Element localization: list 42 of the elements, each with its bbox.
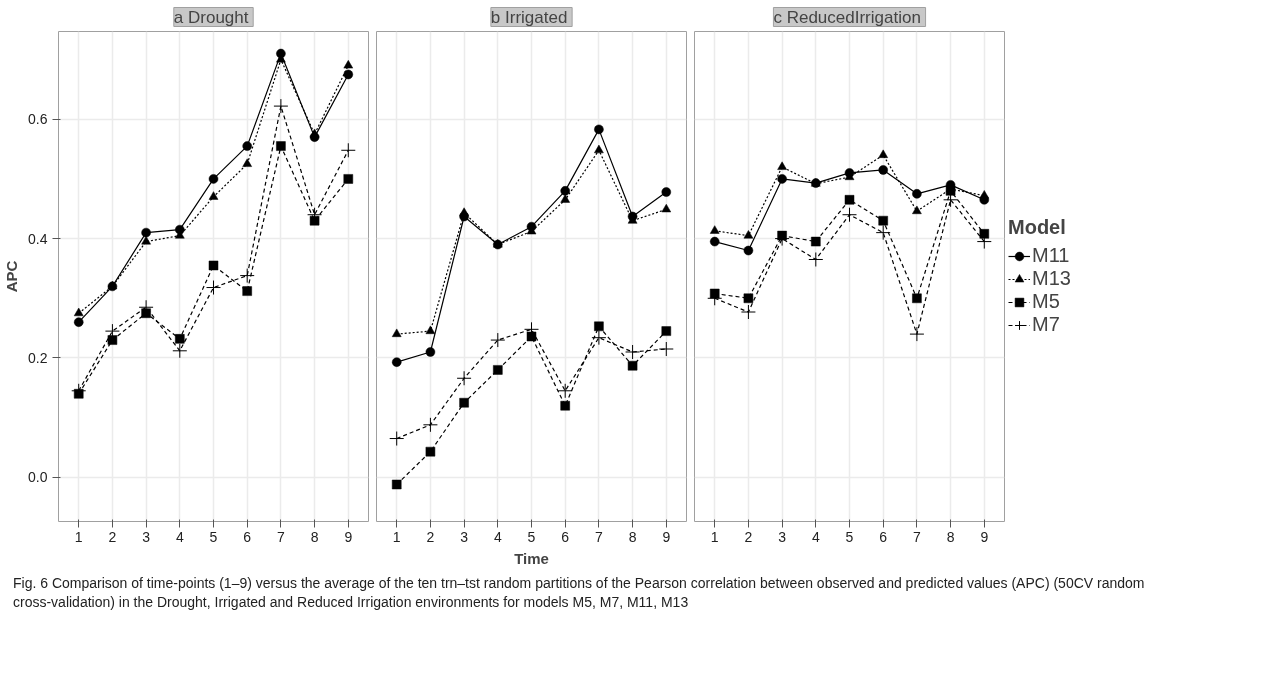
y-tick-label: 0.2 (28, 349, 48, 366)
x-tick-label: 7 (595, 528, 603, 545)
x-tick-label: 7 (913, 528, 921, 545)
x-tick-label: 5 (209, 528, 218, 545)
legend-title: Model (1008, 216, 1067, 239)
legend-label: M5 (1032, 290, 1060, 313)
chart-title: b Irrigated (490, 7, 568, 27)
x-tick-label: 9 (980, 528, 989, 545)
y-tick-label: 0.6 (28, 111, 48, 128)
legend-label: M7 (1032, 313, 1060, 336)
x-tick-label: 1 (710, 528, 719, 545)
x-tick-label: 3 (460, 528, 469, 545)
x-tick-label: 9 (662, 528, 671, 545)
legend-label: M11 (1032, 244, 1070, 267)
x-tick-label: 6 (243, 528, 252, 545)
x-tick-label: 8 (310, 528, 319, 545)
x-tick-label: 4 (175, 528, 184, 545)
chart-title: a Drought (173, 7, 249, 27)
x-tick-label: 4 (493, 528, 502, 545)
chart-title: c ReducedIrrigation (773, 7, 921, 27)
x-tick-label: 2 (744, 528, 753, 545)
y-tick-label: 0.0 (28, 469, 48, 486)
x-tick-label: 3 (778, 528, 787, 545)
x-tick-label: 1 (74, 528, 83, 545)
legend-label: M13 (1032, 267, 1071, 290)
x-tick-label: 6 (879, 528, 888, 545)
x-tick-label: 5 (845, 528, 854, 545)
x-tick-label: 4 (811, 528, 820, 545)
x-axis-title: Time (514, 549, 549, 567)
x-tick-label: 5 (527, 528, 536, 545)
x-tick-label: 2 (108, 528, 117, 545)
caption: Fig. 6 Comparison of time-points (1–9) versus the average of the ten trn–tst random partitions of the Pearson correlation between observed and predicted values (APC) (50CV random cross-validation) in the Drought, Irrigated and Reduced Irrigation environments for models M5, M7, M11, M13 (13, 574, 1146, 612)
x-tick-label: 6 (561, 528, 570, 545)
y-axis-title: APC (3, 260, 21, 293)
x-tick-label: 9 (344, 528, 353, 545)
x-tick-label: 3 (142, 528, 151, 545)
x-tick-label: 1 (392, 528, 401, 545)
x-tick-label: 8 (628, 528, 637, 545)
x-tick-label: 7 (277, 528, 285, 545)
y-tick-label: 0.4 (28, 230, 48, 247)
x-tick-label: 2 (426, 528, 435, 545)
x-tick-label: 8 (946, 528, 955, 545)
